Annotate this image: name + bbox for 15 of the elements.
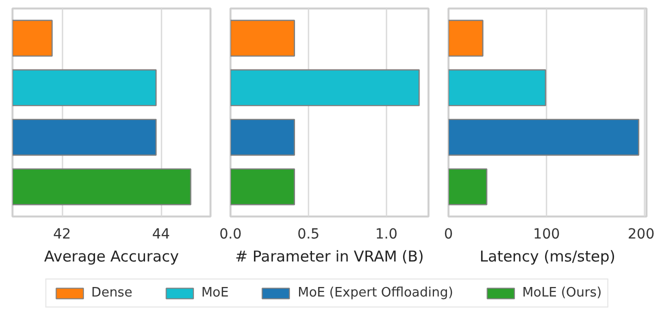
legend-label: MoLE (Ours) [522, 286, 602, 300]
x-tick-label: 200 [628, 226, 654, 242]
legend-label: Dense [91, 286, 132, 300]
x-axis-title: Average Accuracy [44, 248, 180, 266]
x-axis-title: Latency (ms/step) [480, 248, 616, 266]
x-tick-label: 100 [533, 226, 560, 242]
x-tick-label: 0.0 [219, 226, 242, 242]
x-tick-label: 0 [444, 226, 453, 242]
x-tick-label: 44 [152, 226, 170, 242]
x-axis-title: # Parameter in VRAM (B) [235, 248, 424, 266]
legend-label: MoE (Expert Offloading) [298, 286, 454, 300]
x-tick-label: 1.0 [375, 226, 398, 242]
legend-label: MoE [201, 286, 229, 300]
x-tick-label: 42 [53, 226, 71, 242]
x-tick-label: 0.5 [297, 226, 320, 242]
